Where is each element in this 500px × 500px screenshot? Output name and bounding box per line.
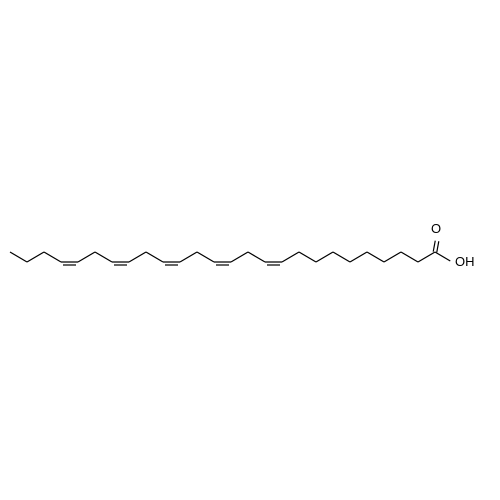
- bond-line: [367, 252, 384, 262]
- bond-line: [231, 252, 248, 262]
- bond-line: [316, 252, 333, 262]
- bond-line: [401, 252, 418, 262]
- bond-line: [27, 252, 44, 262]
- bond-line: [333, 252, 350, 262]
- bond-line: [180, 252, 197, 262]
- bond-line: [248, 252, 265, 262]
- bond-line: [44, 252, 61, 262]
- bond-line: [384, 252, 401, 262]
- bond-line: [299, 252, 316, 262]
- bond-line: [95, 252, 112, 262]
- bond-line: [10, 252, 27, 262]
- bond-line: [78, 252, 95, 262]
- molecule-diagram: O OH: [0, 0, 500, 500]
- bond-line: [129, 252, 146, 262]
- bond-line: [418, 252, 435, 262]
- oxygen-label: O: [431, 221, 441, 236]
- bond-line: [433, 241, 435, 252]
- bond-line: [437, 241, 439, 252]
- bond-line: [435, 252, 450, 261]
- bond-line: [146, 252, 163, 262]
- bond-line: [197, 252, 214, 262]
- hydroxyl-label: OH: [455, 254, 475, 269]
- bond-line: [350, 252, 367, 262]
- bond-line: [282, 252, 299, 262]
